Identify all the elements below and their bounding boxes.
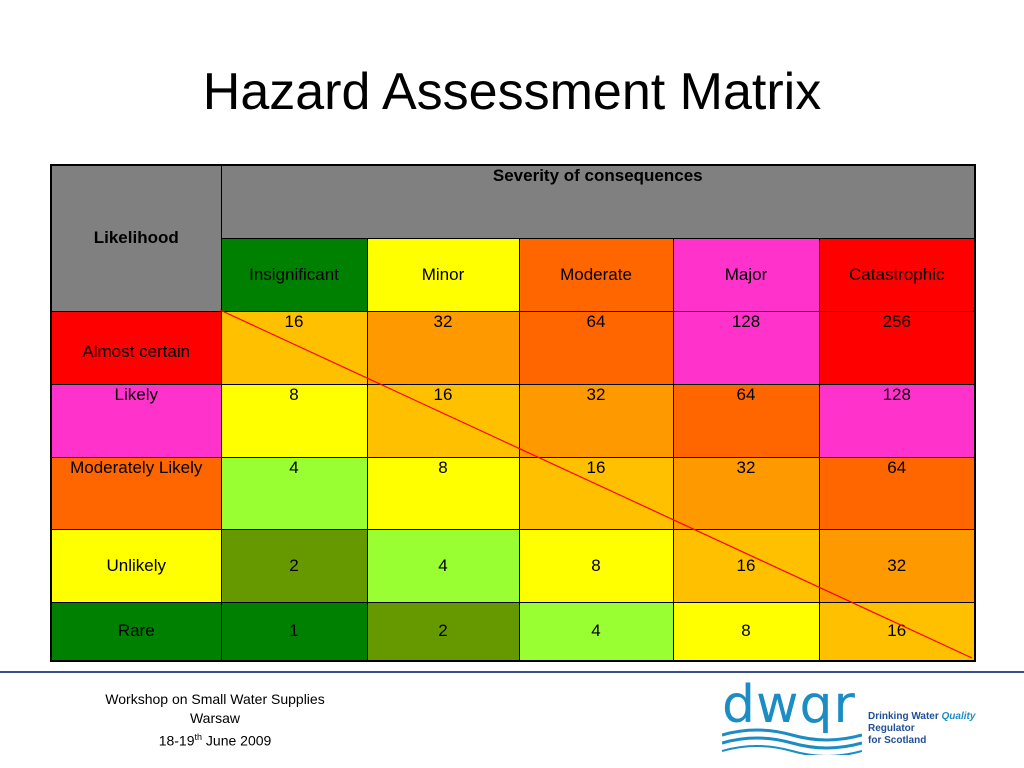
- risk-score-cell: 1: [220, 601, 368, 662]
- matrix-row: Rare 1 2 4 8 16: [50, 601, 976, 662]
- risk-score-cell: 4: [366, 528, 520, 603]
- risk-score-cell: 4: [518, 601, 674, 662]
- risk-score-cell: 16: [220, 310, 368, 385]
- risk-score-cell: 2: [220, 528, 368, 603]
- footer-location: Warsaw: [189, 710, 241, 726]
- severity-level: Insignificant: [220, 237, 368, 312]
- wave-icon: [722, 728, 862, 755]
- risk-score-cell: 64: [518, 310, 674, 385]
- matrix-row: Unlikely 2 4 8 16 32: [50, 528, 976, 603]
- matrix-row: Almost certain 16 32 64 128 256: [50, 310, 976, 385]
- severity-level: Minor: [366, 237, 520, 312]
- risk-score-cell: 4: [220, 456, 368, 530]
- risk-score-cell: 16: [518, 456, 674, 530]
- risk-score-cell: 2: [366, 601, 520, 662]
- severity-level: Catastrophic: [818, 237, 976, 312]
- risk-score-cell: 128: [818, 383, 976, 458]
- logo-tagline: Drinking Water Quality Regulator for Sco…: [868, 711, 976, 746]
- risk-score-cell: 32: [366, 310, 520, 385]
- risk-score-cell: 8: [518, 528, 674, 603]
- matrix-row: Likely 8 16 32 64 128: [50, 383, 976, 458]
- footer-text: Workshop on Small Water Supplies Warsaw …: [80, 690, 350, 751]
- likelihood-label: Likely: [50, 383, 222, 458]
- likelihood-label: Moderately Likely: [50, 456, 222, 530]
- risk-score-cell: 16: [818, 601, 976, 662]
- matrix-row: Moderately Likely 4 8 16 32 64: [50, 456, 976, 530]
- risk-score-cell: 8: [366, 456, 520, 530]
- footer-event: Workshop on Small Water Supplies: [105, 691, 325, 707]
- page-title: Hazard Assessment Matrix: [202, 63, 822, 121]
- risk-score-cell: 64: [672, 383, 820, 458]
- risk-score-cell: 32: [518, 383, 674, 458]
- likelihood-label: Unlikely: [50, 528, 222, 603]
- risk-score-cell: 128: [672, 310, 820, 385]
- risk-score-cell: 8: [220, 383, 368, 458]
- risk-score-cell: 16: [366, 383, 520, 458]
- likelihood-label: Almost certain: [50, 310, 222, 385]
- hazard-matrix: Likelihood Severity of consequences Insi…: [50, 164, 977, 662]
- footer-date: 18-19th June 2009: [158, 732, 272, 749]
- risk-score-cell: 8: [672, 601, 820, 662]
- severity-header: Severity of consequences: [220, 164, 976, 239]
- risk-score-cell: 32: [818, 528, 976, 603]
- logo-wordmark: dwqr: [722, 675, 856, 735]
- dwqr-logo: dwqr Drinking Water Quality Regulator fo…: [722, 675, 1022, 765]
- severity-level: Major: [672, 237, 820, 312]
- severity-level: Moderate: [518, 237, 674, 312]
- risk-score-cell: 16: [672, 528, 820, 603]
- likelihood-label: Rare: [50, 601, 222, 662]
- risk-score-cell: 256: [818, 310, 976, 385]
- likelihood-header: Likelihood: [50, 164, 222, 312]
- matrix-table: Likelihood Severity of consequences Insi…: [50, 164, 977, 662]
- risk-score-cell: 32: [672, 456, 820, 530]
- footer-divider: [0, 671, 1024, 673]
- risk-score-cell: 64: [818, 456, 976, 530]
